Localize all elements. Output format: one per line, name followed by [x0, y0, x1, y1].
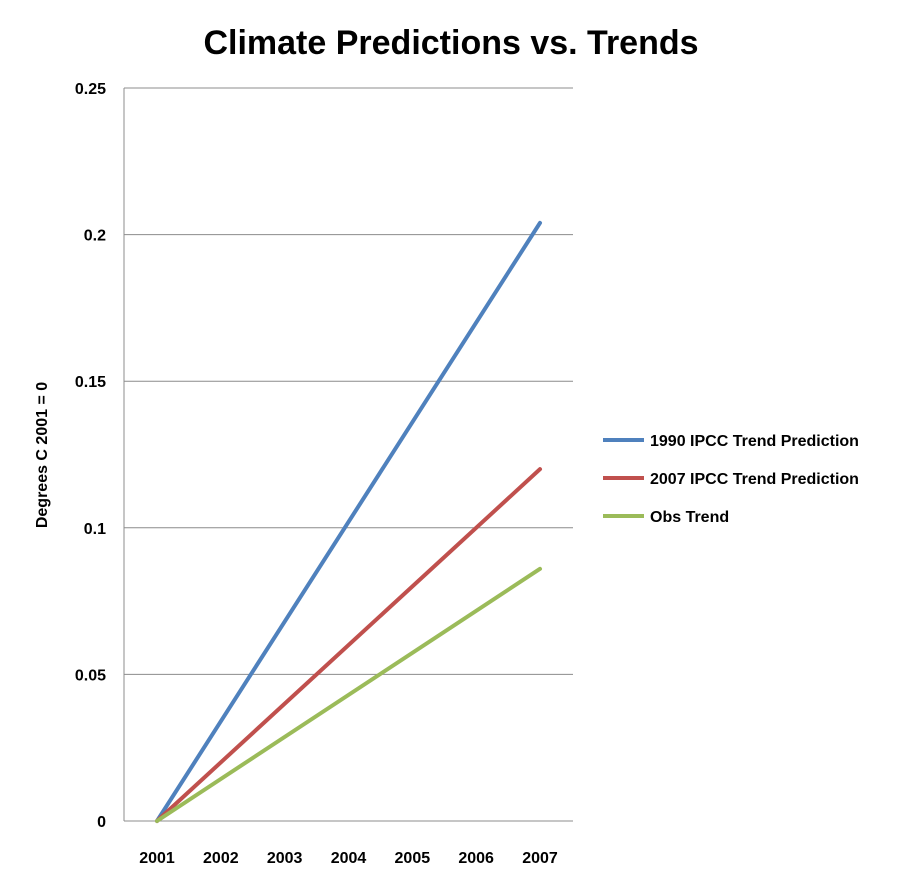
y-tick-label: 0	[97, 814, 106, 831]
grid-layer	[124, 87, 573, 675]
y-tick-label: 0.25	[75, 81, 106, 98]
legend: 1990 IPCC Trend Prediction 2007 IPCC Tren…	[603, 433, 859, 526]
y-tick-label: 0.2	[84, 228, 106, 245]
x-tick-label: 2004	[331, 850, 367, 867]
x-tick-label: 2002	[203, 850, 239, 867]
y-tick-label: 0.1	[84, 521, 106, 538]
legend-label: 2007 IPCC Trend Prediction	[650, 471, 859, 488]
y-tick-label: 0.05	[75, 667, 106, 684]
legend-label: 1990 IPCC Trend Prediction	[650, 433, 859, 450]
x-tick-label: 2001	[139, 850, 175, 867]
chart-title: Climate Predictions vs. Trends	[203, 24, 698, 62]
series-line	[155, 566, 542, 823]
series-line	[155, 467, 542, 823]
axis-layer	[123, 88, 573, 822]
series-layer	[155, 220, 542, 823]
y-axis-label: Degrees C 2001 = 0	[34, 382, 51, 528]
x-tick-label: 2003	[267, 850, 303, 867]
x-tick-label: 2006	[458, 850, 494, 867]
x-tick-label: 2007	[522, 850, 558, 867]
x-tick-label: 2005	[395, 850, 431, 867]
series-line	[155, 220, 542, 823]
y-tick-label: 0.15	[75, 374, 106, 391]
tick-layer: 0 0.05 0.1 0.15 0.2 0.25 2001 2002 2003 2004 2005 2…	[75, 81, 558, 867]
legend-label: Obs Trend	[650, 509, 729, 526]
